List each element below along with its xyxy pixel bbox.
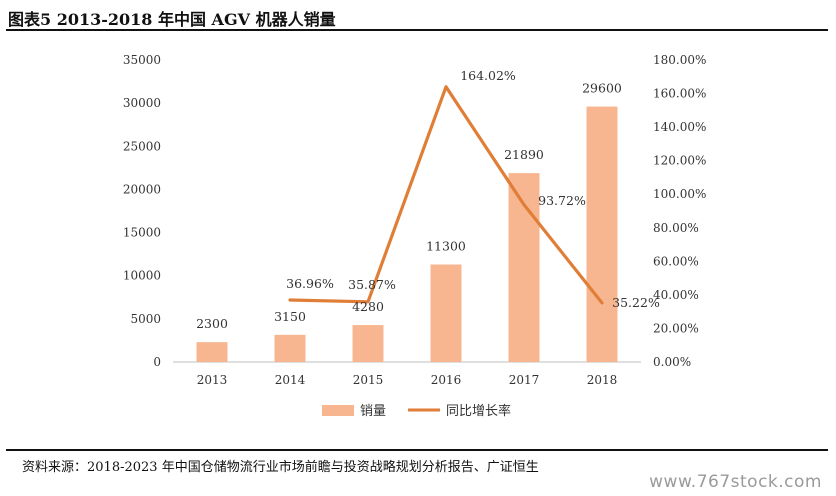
left-axis-tick-label: 20000: [123, 182, 161, 196]
left-axis-tick-label: 30000: [123, 96, 161, 110]
right-axis-tick-label: 100.00%: [653, 187, 706, 201]
line-data-label: 36.96%: [286, 276, 334, 291]
right-axis-tick-label: 180.00%: [653, 53, 706, 67]
legend-swatch-bar: [322, 405, 354, 416]
bar: [586, 106, 618, 362]
bar: [352, 325, 384, 362]
combo-chart: 0 5000 10000 15000 20000 25000 30000 35000 0.00…: [123, 53, 707, 419]
left-axis-tick-label: 25000: [123, 139, 161, 153]
left-axis-tick-label: 10000: [123, 269, 161, 283]
bar-data-label: 3150: [274, 309, 306, 324]
watermark: www.767stock.com: [649, 472, 822, 492]
left-axis-tick-label: 35000: [123, 53, 161, 67]
legend-label-bar: 销量: [360, 404, 386, 419]
right-axis-tick-label: 140.00%: [653, 120, 706, 134]
x-axis: 2013 2014 2015 2016 2017 2018: [173, 361, 641, 387]
line-data-label: 164.02%: [460, 68, 516, 83]
x-axis-tick-label: 2014: [275, 373, 306, 387]
bar: [430, 264, 462, 362]
x-axis-tick-label: 2015: [353, 373, 384, 387]
footer-divider: [6, 449, 828, 451]
left-axis-tick-label: 0: [153, 355, 161, 369]
growth-rate-line: [288, 85, 604, 305]
right-axis-tick-label: 40.00%: [653, 288, 699, 302]
bar: [508, 173, 540, 362]
left-axis-tick-label: 15000: [123, 226, 161, 240]
right-axis: 0.00% 20.00% 40.00% 60.00% 80.00% 100.00% 120.…: [653, 53, 706, 369]
line-data-label: 35.22%: [612, 295, 660, 310]
line-data-label: 35.87%: [348, 277, 396, 292]
x-axis-tick-label: 2016: [431, 373, 462, 387]
bar-series: [196, 106, 618, 362]
source-note: 资料来源：2018-2023 年中国仓储物流行业市场前瞻与投资战略规划分析报告、…: [22, 460, 539, 475]
title-divider: [6, 29, 828, 31]
left-axis-tick-label: 5000: [130, 312, 161, 326]
right-axis-tick-label: 20.00%: [653, 321, 699, 335]
line-series: [288, 85, 604, 305]
legend-label-line: 同比增长率: [446, 403, 511, 419]
bar-data-label: 4280: [352, 299, 384, 314]
bar: [274, 334, 306, 362]
left-axis: 0 5000 10000 15000 20000 25000 30000 35000: [123, 53, 161, 369]
bar-data-label: 21890: [504, 147, 544, 162]
right-axis-tick-label: 60.00%: [653, 254, 699, 268]
legend: 销量 同比增长率: [322, 403, 511, 419]
line-data-label: 93.72%: [538, 193, 586, 208]
page-title: 图表5 2013-2018 年中国 AGV 机器人销量: [8, 10, 336, 29]
right-axis-tick-label: 0.00%: [653, 355, 691, 369]
x-axis-tick-label: 2017: [509, 373, 540, 387]
data-labels: 2300 3150 4280 11300 21890 29600 36.96% 35.87% 1…: [196, 68, 660, 331]
right-axis-tick-label: 80.00%: [653, 221, 699, 235]
x-axis-tick-label: 2013: [197, 373, 228, 387]
bar-data-label: 2300: [196, 316, 228, 331]
right-axis-tick-label: 120.00%: [653, 154, 706, 168]
bar: [196, 342, 228, 362]
right-axis-tick-label: 160.00%: [653, 87, 706, 101]
bar-data-label: 29600: [582, 81, 622, 96]
bar-data-label: 11300: [426, 238, 466, 253]
x-axis-tick-label: 2018: [587, 373, 618, 387]
